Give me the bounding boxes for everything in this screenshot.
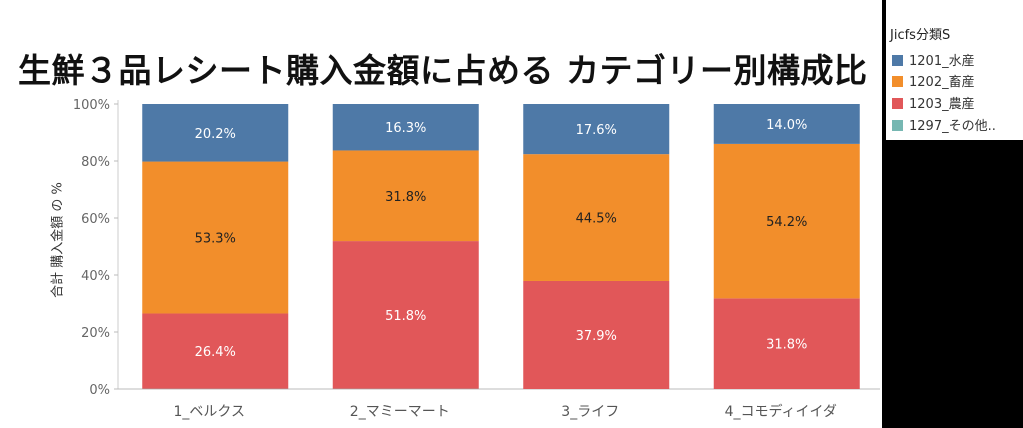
legend-label: 1203_農産 [909, 97, 975, 112]
x-tick-label: 2_マミーマート [350, 404, 450, 420]
bar-segment[interactable] [713, 104, 860, 144]
bar-segment[interactable] [713, 143, 860, 299]
data-label: 26.4% [195, 345, 236, 360]
data-label: 14.0% [766, 118, 807, 133]
y-tick-label: 60% [81, 212, 110, 227]
data-label: 31.8% [766, 338, 807, 353]
x-tick-label: 1_ベルクス [174, 404, 246, 420]
data-label: 31.8% [385, 190, 426, 205]
legend-title: Jicfs分類S [890, 28, 951, 43]
x-axis-band [0, 395, 882, 428]
y-tick-labels: 0% 20% 40% 60% 80% 100% [73, 98, 110, 398]
legend: Jicfs分類S 1201_水産 1202_畜産 1203_農産 1297_その… [886, 0, 1023, 140]
y-tick-label: 40% [81, 269, 110, 284]
y-tick-label: 20% [81, 326, 110, 341]
data-label: 51.8% [385, 309, 426, 324]
legend-item-nousan[interactable]: 1203_農産 [892, 93, 975, 112]
bars: 0.1%26.4%53.3%20.2%0.1%51.8%31.8%16.3%37… [142, 104, 860, 389]
data-label: 16.3% [385, 121, 426, 136]
data-label: 54.2% [766, 215, 807, 230]
x-tick-labels: 1_ベルクス 2_マミーマート 3_ライフ 4_コモディイイダ [174, 403, 837, 420]
data-label: 53.3% [195, 232, 236, 247]
legend-item-chikusan[interactable]: 1202_畜産 [892, 71, 975, 90]
bar-segment[interactable] [332, 241, 479, 389]
data-label: 37.9% [576, 329, 617, 344]
bar-segment[interactable] [332, 104, 479, 151]
legend-label: 1297_その他.. [909, 119, 996, 134]
bar-segment[interactable] [523, 280, 670, 389]
data-label: 44.5% [576, 212, 617, 227]
bar-segment[interactable] [713, 298, 860, 389]
bar-segment[interactable] [142, 161, 289, 314]
x-tick-label: 4_コモディイイダ [725, 403, 837, 420]
data-label: 20.2% [195, 127, 236, 142]
chart-title: 生鮮３品レシート購入金額に占める カテゴリー別構成比 [18, 51, 868, 90]
bar-segment[interactable] [142, 104, 289, 162]
data-label: 17.6% [576, 123, 617, 138]
legend-label: 1201_水産 [909, 54, 975, 69]
y-tick-label: 100% [73, 98, 110, 113]
y-tick-label: 80% [81, 155, 110, 170]
bar-segment[interactable] [332, 150, 479, 242]
legend-swatch [892, 55, 903, 66]
bar-segment[interactable] [142, 313, 289, 389]
legend-item-suisan[interactable]: 1201_水産 [892, 50, 975, 69]
y-tick-label: 0% [89, 383, 110, 398]
legend-swatch [892, 120, 903, 131]
bar-segment[interactable] [523, 104, 670, 155]
bar-segment[interactable] [523, 154, 670, 281]
legend-swatch [892, 76, 903, 87]
legend-label: 1202_畜産 [909, 75, 975, 90]
legend-item-sonota[interactable]: 1297_その他.. [892, 115, 996, 134]
legend-swatch [892, 98, 903, 109]
x-tick-label: 3_ライフ [561, 404, 619, 420]
